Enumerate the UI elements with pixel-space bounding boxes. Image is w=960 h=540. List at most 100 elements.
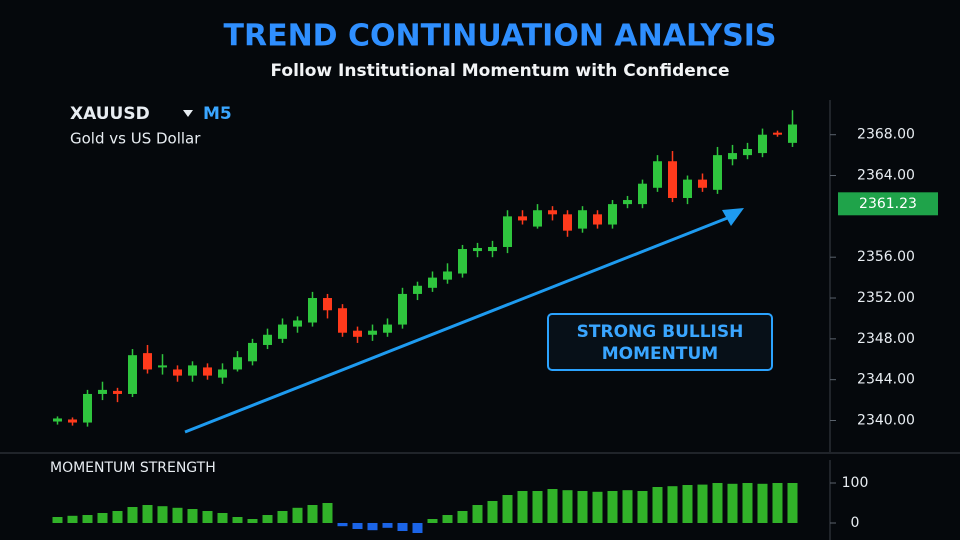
momentum-bar [592,491,603,523]
momentum-bar [562,490,573,523]
dropdown-icon[interactable] [183,110,193,117]
momentum-title: MOMENTUM STRENGTH [50,460,216,476]
candle-body [98,389,107,394]
momentum-bar [412,523,423,533]
candle-body [113,390,122,394]
momentum-bar [772,483,783,523]
momentum-bar [322,503,333,523]
momentum-bar [82,515,93,523]
timeframe[interactable]: M5 [203,104,232,124]
momentum-bar [217,513,228,523]
momentum-bar [277,511,288,523]
momentum-bar [652,487,663,523]
momentum-bar [442,515,453,523]
momentum-bar [367,523,378,531]
momentum-bar [292,507,303,523]
candle-body [68,419,77,423]
momentum-bar [127,507,138,523]
momentum-bar [172,507,183,523]
momentum-bar [337,523,348,527]
candle-body [623,200,632,205]
momentum-bar [787,483,798,523]
candle-body [308,298,317,323]
candle-body [188,365,197,376]
candle-body [293,320,302,327]
y-tick-label: 2356.00 [857,249,915,265]
candle-body [83,393,92,423]
candle-body [473,248,482,252]
momentum-bar [697,484,708,523]
momentum-bar [742,483,753,523]
candle-body [488,246,497,252]
annotation-line: STRONG BULLISH [577,322,744,342]
momentum-bar [757,483,768,523]
candle-body [443,271,452,280]
momentum-bar [457,511,468,523]
candle-body [53,418,62,422]
candle-body [698,179,707,188]
momentum-bar [187,509,198,523]
momentum-bar [487,501,498,523]
candle-body [368,330,377,335]
momentum-bar [502,495,513,523]
momentum-bar [712,483,723,523]
candle-body [323,298,332,311]
candle-body [398,293,407,325]
momentum-bar [232,517,243,523]
candle-body [608,204,617,225]
candle-body [773,132,782,135]
momentum-bar [532,491,543,523]
y-tick-label: 100 [842,475,869,491]
momentum-bar [247,519,258,523]
trend-arrow [184,213,736,434]
candle-body [503,216,512,247]
y-tick-label: 2340.00 [857,413,915,429]
momentum-bar [112,511,123,523]
momentum-bar [622,490,633,523]
candle-body [713,155,722,190]
y-tick-label: 2344.00 [857,372,915,388]
candle-body [788,124,797,143]
page-subtitle: Follow Institutional Momentum with Confi… [271,61,730,81]
momentum-bar [67,515,78,523]
momentum-bar [517,491,528,523]
candle-body [338,308,347,333]
momentum-bar [202,511,213,523]
candle-body [143,353,152,370]
candle-body [668,161,677,198]
candle-body [758,134,767,154]
momentum-bar [547,489,558,523]
momentum-bar [97,513,108,523]
momentum-bar [607,491,618,523]
candle-body [353,330,362,337]
momentum-bar [262,515,273,523]
candle-body [728,153,737,160]
y-tick-label: 2352.00 [857,290,915,306]
candle-body [173,369,182,376]
instrument-name: Gold vs US Dollar [70,130,201,148]
candle-body [458,249,467,274]
momentum-bar [472,505,483,523]
candle-body [128,355,137,394]
candle-body [683,179,692,198]
candle-body [278,324,287,339]
candle-body [248,342,257,362]
candle-body [578,210,587,229]
last-price-box [838,192,938,216]
momentum-bar [382,523,393,528]
momentum-bar [577,491,588,523]
candle-body [548,210,557,215]
candle-body [533,210,542,227]
candle-body [563,214,572,231]
y-tick-label: 2368.00 [857,127,915,143]
y-tick-label: 2348.00 [857,331,915,347]
annotation-box [547,313,773,371]
momentum-bar [142,505,153,523]
momentum-bar [427,519,438,523]
page-title: TREND CONTINUATION ANALYSIS [224,19,777,54]
candle-body [233,357,242,370]
candle-body [203,367,212,376]
y-tick-label: 2364.00 [857,168,915,184]
